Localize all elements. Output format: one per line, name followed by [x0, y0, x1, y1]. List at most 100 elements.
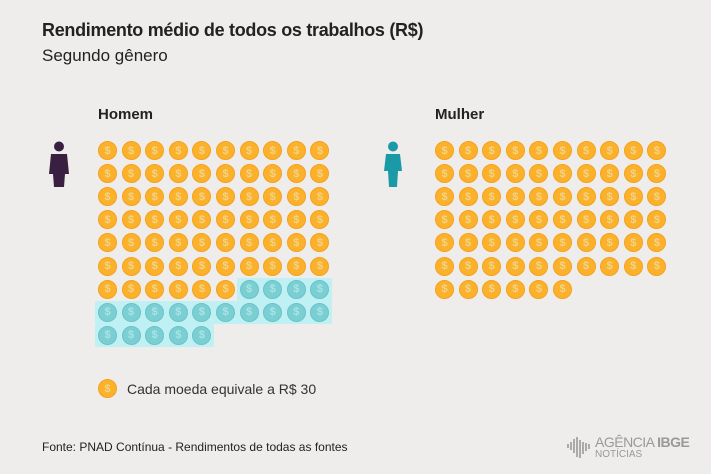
coin: $	[192, 210, 212, 230]
legend-text: Cada moeda equivale a R$ 30	[127, 380, 317, 397]
coin: $	[576, 164, 596, 184]
coin: $	[529, 210, 549, 230]
coin: $	[216, 279, 235, 299]
coin: $	[482, 187, 502, 207]
coin: $	[576, 233, 596, 253]
coin: $	[435, 187, 454, 207]
coin-difference: $	[216, 302, 235, 322]
coin-icon: $	[98, 379, 117, 398]
coin: $	[435, 141, 454, 160]
coin: $	[623, 187, 643, 207]
coin-difference: $	[286, 302, 306, 322]
coin: $	[121, 141, 141, 160]
coin-difference: $	[286, 279, 306, 299]
coin: $	[310, 187, 330, 207]
coin: $	[600, 256, 620, 276]
coin: $	[263, 141, 283, 160]
ibge-logo-icon	[567, 437, 590, 458]
logo-ibge: IBGE	[657, 434, 690, 450]
coin: $	[216, 233, 235, 253]
coin: $	[239, 210, 259, 230]
legend: $ Cada moeda equivale a R$ 30	[98, 379, 316, 398]
coin-difference: $	[121, 325, 141, 345]
coin: $	[623, 233, 643, 253]
man-icon	[49, 141, 69, 187]
coin: $	[623, 256, 643, 276]
coin: $	[98, 141, 117, 160]
coin: $	[192, 141, 212, 160]
coin: $	[553, 164, 572, 184]
chart-title: Rendimento médio de todos os trabalhos (…	[42, 20, 424, 40]
coin: $	[505, 141, 525, 160]
coin: $	[98, 210, 117, 230]
woman-icon	[384, 141, 402, 187]
coin: $	[553, 279, 572, 299]
coin: $	[600, 187, 620, 207]
coin: $	[263, 256, 283, 276]
coin: $	[623, 210, 643, 230]
coin-difference: $	[145, 325, 165, 345]
coin-difference: $	[239, 302, 259, 322]
coin: $	[505, 256, 525, 276]
coin: $	[121, 164, 141, 184]
coin: $	[168, 256, 188, 276]
coin: $	[458, 256, 478, 276]
coin: $	[482, 164, 502, 184]
coin: $	[310, 164, 330, 184]
coin-difference: $	[310, 302, 330, 322]
chart-subtitle: Segundo gênero	[42, 46, 168, 65]
coin: $	[98, 256, 117, 276]
coin: $	[553, 233, 572, 253]
coin-difference: $	[98, 325, 117, 345]
coin: $	[576, 256, 596, 276]
coin: $	[600, 141, 620, 160]
coin: $	[192, 256, 212, 276]
coin: $	[145, 256, 165, 276]
coin: $	[458, 233, 478, 253]
coin-difference: $	[263, 279, 283, 299]
coin: $	[145, 279, 165, 299]
coin: $	[482, 279, 502, 299]
coin: $	[121, 187, 141, 207]
coin: $	[239, 141, 259, 160]
coin: $	[458, 279, 478, 299]
coin: $	[239, 233, 259, 253]
coin: $	[505, 279, 525, 299]
coin-difference: $	[310, 279, 330, 299]
coin: $	[168, 279, 188, 299]
coin: $	[310, 233, 330, 253]
coin: $	[458, 141, 478, 160]
coin-difference: $	[145, 302, 165, 322]
coin: $	[168, 141, 188, 160]
coin: $	[647, 210, 667, 230]
coin: $	[482, 256, 502, 276]
coin: $	[216, 141, 235, 160]
coin: $	[145, 187, 165, 207]
coin: $	[647, 164, 667, 184]
coin: $	[505, 187, 525, 207]
coin: $	[239, 164, 259, 184]
coin: $	[98, 187, 117, 207]
coin: $	[192, 233, 212, 253]
coin: $	[529, 256, 549, 276]
coin: $	[553, 210, 572, 230]
coin: $	[121, 210, 141, 230]
coin: $	[239, 256, 259, 276]
coin: $	[192, 279, 212, 299]
coin: $	[435, 256, 454, 276]
coin: $	[529, 141, 549, 160]
coin: $	[216, 187, 235, 207]
coin: $	[263, 210, 283, 230]
coin: $	[435, 210, 454, 230]
coin: $	[192, 164, 212, 184]
coin: $	[310, 141, 330, 160]
coin: $	[263, 233, 283, 253]
coin: $	[168, 210, 188, 230]
coin: $	[576, 141, 596, 160]
coin: $	[263, 164, 283, 184]
coin: $	[168, 233, 188, 253]
coin: $	[286, 210, 306, 230]
coin: $	[553, 141, 572, 160]
coin: $	[286, 164, 306, 184]
coin: $	[529, 164, 549, 184]
